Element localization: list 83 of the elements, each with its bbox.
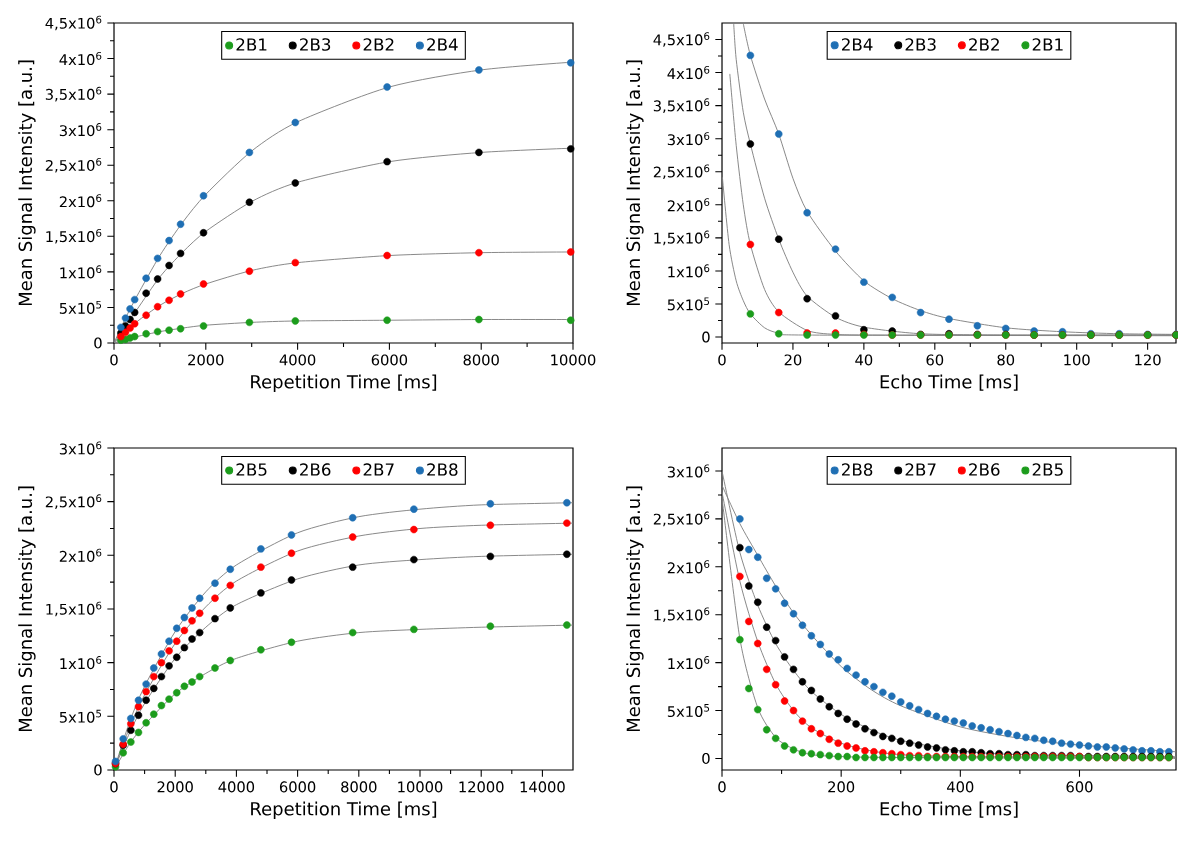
y-tick-label: 0 xyxy=(94,337,102,349)
y-tick-label: 1,5x10$^{6}$ xyxy=(654,230,710,246)
y-tick-label: 1x10$^{6}$ xyxy=(60,656,102,670)
legend-label: 2B2 xyxy=(363,38,394,51)
x-tick-label: 4000 xyxy=(279,354,316,366)
y-tick-label: 2x10$^{6}$ xyxy=(59,194,102,208)
y-tick-label: 1,5x10$^{6}$ xyxy=(46,601,102,617)
y-tick-label: 4,5x10$^{6}$ xyxy=(653,32,710,47)
legend-label: 2B8 xyxy=(842,463,873,476)
y-tick-label: 5x10$^{5}$ xyxy=(59,300,102,314)
y-tick-label: 4x10$^{6}$ xyxy=(59,51,102,66)
x-tick-label: 60 xyxy=(926,354,944,366)
x-tick-label: 8000 xyxy=(463,354,499,366)
y-tick-label: 1x10$^{6}$ xyxy=(60,265,102,279)
x-tick-label: 14000 xyxy=(520,781,565,793)
x-tick-label: 6000 xyxy=(279,781,316,793)
x-tick-label: 10000 xyxy=(398,781,443,793)
y-tick-label: 3x10$^{6}$ xyxy=(667,464,710,478)
legend-label: 2B5 xyxy=(236,463,267,476)
x-axis-title: Echo Time [ms] xyxy=(880,374,1018,391)
legend-label: 2B6 xyxy=(969,463,1000,476)
legend-label: 2B4 xyxy=(427,38,458,51)
x-tick-label: 2000 xyxy=(157,781,193,793)
y-tick-label: 3x10$^{6}$ xyxy=(59,123,102,137)
x-tick-label: 0 xyxy=(110,354,118,366)
legend-label: 2B3 xyxy=(300,38,331,51)
y-tick-label: 2x10$^{6}$ xyxy=(667,560,710,574)
y-axis-title: Mean Signal Intensity [a.u.] xyxy=(626,60,644,306)
y-tick-label: 2,5x10$^{6}$ xyxy=(45,157,102,173)
x-tick-label: 200 xyxy=(828,781,855,793)
x-tick-label: 12000 xyxy=(459,781,504,793)
y-axis-title: Mean Signal Intensity [a.u.] xyxy=(18,60,36,306)
y-tick-label: 5x10$^{5}$ xyxy=(667,297,710,311)
y-tick-label: 2,5x10$^{6}$ xyxy=(653,164,710,180)
legend-label: 2B7 xyxy=(905,463,936,476)
y-tick-label: 1x10$^{6}$ xyxy=(668,656,710,670)
y-tick-label: 3x10$^{6}$ xyxy=(667,132,710,146)
x-tick-label: 40 xyxy=(855,354,873,366)
y-tick-label: 1,5x10$^{6}$ xyxy=(46,229,102,244)
y-tick-label: 0 xyxy=(94,764,102,776)
legend-label: 2B1 xyxy=(1032,38,1063,51)
y-tick-label: 1x10$^{6}$ xyxy=(668,264,710,278)
x-tick-label: 600 xyxy=(1066,781,1093,793)
y-tick-label: 1,5x10$^{6}$ xyxy=(654,607,710,623)
x-axis-title: Repetition Time [ms] xyxy=(251,374,437,393)
y-tick-label: 2,5x10$^{6}$ xyxy=(45,494,102,509)
x-tick-label: 20 xyxy=(784,354,802,366)
y-axis-title: Mean Signal Intensity [a.u.] xyxy=(18,486,36,732)
x-tick-label: 0 xyxy=(718,781,726,793)
x-tick-label: 80 xyxy=(997,354,1015,366)
x-axis-title: Echo Time [ms] xyxy=(880,801,1018,818)
y-tick-label: 4x10$^{6}$ xyxy=(667,66,710,80)
x-tick-label: 2000 xyxy=(188,354,224,366)
legend-label: 2B4 xyxy=(842,38,873,51)
legend-label: 2B2 xyxy=(969,38,999,51)
x-tick-label: 4000 xyxy=(218,781,255,793)
legend-label: 2B5 xyxy=(1032,463,1063,476)
y-tick-label: 2x10$^{6}$ xyxy=(59,548,102,562)
y-tick-label: 2,5x10$^{6}$ xyxy=(653,511,710,527)
legend-label: 2B3 xyxy=(905,38,936,51)
x-tick-label: 8000 xyxy=(341,781,377,793)
legend-label: 2B7 xyxy=(363,463,394,476)
y-tick-label: 0 xyxy=(702,752,710,765)
y-tick-label: 5x10$^{5}$ xyxy=(59,709,102,723)
x-tick-label: 0 xyxy=(110,781,118,793)
legend-label: 2B1 xyxy=(236,38,267,51)
y-tick-label: 5x10$^{5}$ xyxy=(667,704,710,718)
x-tick-label: 0 xyxy=(718,354,726,366)
y-tick-label: 3,5x10$^{6}$ xyxy=(45,86,102,102)
y-tick-label: 0 xyxy=(702,331,710,343)
legend-label: 2B8 xyxy=(427,463,458,476)
legend-label: 2B6 xyxy=(300,463,331,476)
x-tick-label: 10000 xyxy=(551,354,596,366)
x-tick-label: 6000 xyxy=(371,354,408,366)
y-tick-label: 4,5x10$^{6}$ xyxy=(45,15,102,31)
x-tick-label: 100 xyxy=(1064,354,1090,366)
y-tick-label: 3x10$^{6}$ xyxy=(59,441,102,455)
x-axis-title: Repetition Time [ms] xyxy=(251,801,437,820)
x-tick-label: 120 xyxy=(1135,354,1161,366)
y-tick-label: 3,5x10$^{6}$ xyxy=(653,98,710,113)
x-tick-label: 400 xyxy=(947,781,974,793)
y-tick-label: 2x10$^{6}$ xyxy=(667,198,710,212)
y-axis-title: Mean Signal Intensity [a.u.] xyxy=(626,486,644,732)
